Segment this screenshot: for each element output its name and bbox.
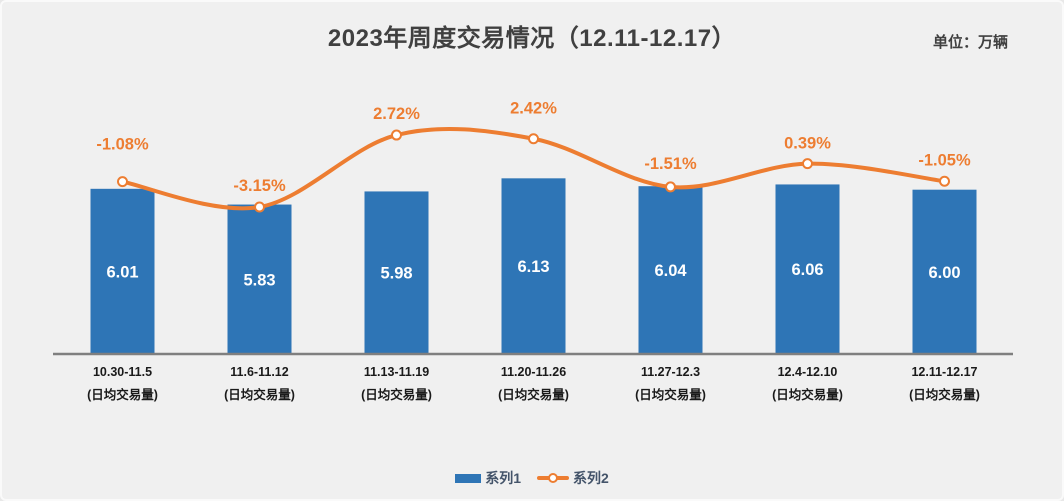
legend-label-series1: 系列1	[485, 470, 521, 486]
line-value-label: -3.15%	[233, 177, 286, 195]
bar	[912, 189, 977, 354]
line-marker	[391, 129, 402, 141]
bar	[638, 186, 703, 354]
bar	[227, 204, 292, 354]
line-marker	[665, 181, 676, 193]
bar-value-label: 6.00	[928, 264, 960, 282]
x-axis-sublabel: (日均交易量)	[635, 387, 706, 402]
legend-line-swatch	[537, 473, 569, 483]
x-axis-sublabel: (日均交易量)	[361, 387, 432, 402]
legend-item-series2: 系列2	[537, 468, 609, 488]
bar-value-label: 6.06	[791, 261, 823, 279]
unit-label: 单位：万辆	[932, 34, 1008, 51]
bar-value-label: 5.83	[243, 271, 275, 289]
line-marker	[528, 133, 539, 145]
chart-legend: 系列1 系列2	[2, 468, 1062, 488]
x-axis-label: 12.11-12.17	[911, 365, 977, 379]
line-marker	[939, 175, 950, 187]
x-axis-label: 11.6-11.12	[230, 365, 288, 379]
bar-value-label: 6.01	[106, 263, 138, 281]
legend-item-series1: 系列1	[455, 468, 521, 488]
x-axis-label: 11.20-11.26	[501, 365, 566, 379]
x-axis-label: 11.27-12.3	[641, 365, 700, 379]
chart-title: 2023年周度交易情况（12.11-12.17）	[327, 25, 737, 52]
line-value-label: 2.42%	[510, 100, 557, 118]
x-axis-label: 11.13-11.19	[364, 365, 429, 379]
legend-label-series2: 系列2	[573, 470, 609, 486]
legend-marker-dot-icon	[548, 473, 558, 483]
line-value-label: 0.39%	[784, 135, 831, 153]
line-value-label: 2.72%	[373, 105, 420, 123]
bar-value-label: 5.98	[380, 265, 412, 283]
bar-value-label: 6.13	[517, 258, 549, 276]
bar	[775, 184, 840, 354]
x-axis-label: 12.4-12.10	[778, 365, 838, 379]
line-points-group: -1.08% -3.15% 2.72% 2.42% -1.51% 0.39% -1.05%	[96, 100, 971, 213]
bar	[364, 191, 429, 354]
x-axis-label: 10.30-11.5	[93, 365, 152, 379]
x-axis-sublabel: (日均交易量)	[498, 387, 569, 402]
bar	[90, 188, 155, 354]
line-value-label: -1.05%	[918, 151, 971, 169]
line-marker	[117, 176, 128, 188]
line-value-label: -1.51%	[644, 155, 697, 173]
line-marker	[802, 158, 813, 170]
line-value-label: -1.08%	[96, 136, 149, 154]
bar-value-label: 6.04	[654, 262, 687, 280]
x-axis-sublabel: (日均交易量)	[909, 387, 980, 402]
x-axis-sublabel: (日均交易量)	[224, 387, 295, 402]
bars-group: 6.01 5.83 5.98 6.13 6.04 6.06 6.00	[90, 178, 977, 354]
bar	[501, 178, 566, 354]
legend-bar-swatch	[455, 473, 482, 483]
x-axis-sublabel: (日均交易量)	[772, 387, 843, 402]
x-axis-sublabel: (日均交易量)	[87, 387, 158, 402]
x-axis-labels: 10.30-11.5 (日均交易量) 11.6-11.12 (日均交易量) 11.13-…	[87, 365, 980, 402]
line-marker	[254, 201, 265, 213]
